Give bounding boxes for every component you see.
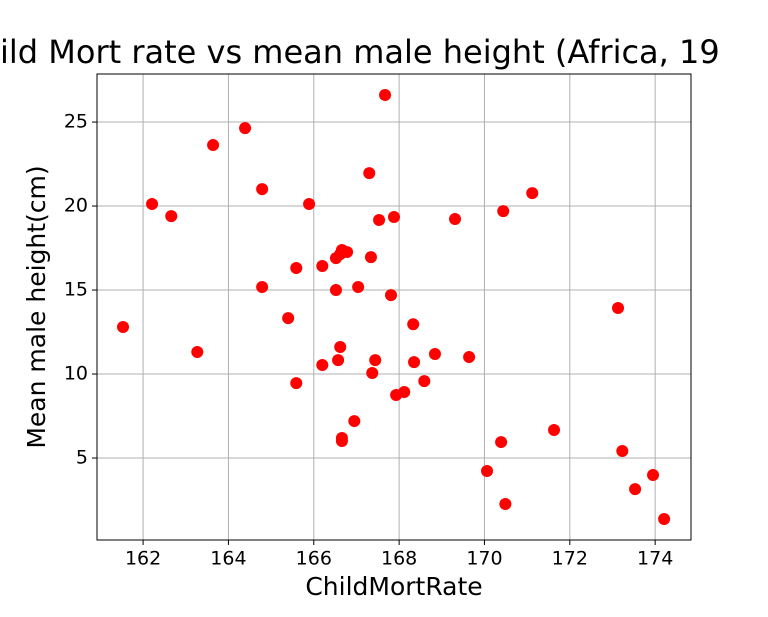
x-tick-label: 162 [125, 548, 161, 570]
scatter-point [335, 435, 348, 448]
scatter-point [497, 205, 510, 218]
x-tick-label: 164 [210, 548, 246, 570]
scatter-point [629, 483, 642, 496]
scatter-point [379, 88, 392, 101]
scatter-point [428, 348, 441, 361]
scatter-point [366, 367, 379, 380]
scatter-point [449, 212, 462, 225]
scatter-point [117, 320, 130, 333]
plot-frame [96, 73, 692, 541]
scatter-point [332, 354, 345, 367]
scatter-point [352, 281, 365, 294]
scatter-point [146, 198, 159, 211]
scatter-point [290, 377, 303, 390]
scatter-point [495, 436, 508, 449]
scatter-point [191, 346, 204, 359]
scatter-point [316, 260, 329, 273]
scatter-point [207, 139, 220, 152]
scatter-point [481, 464, 494, 477]
scatter-point [612, 302, 625, 315]
scatter-point [408, 356, 421, 369]
scatter-point [303, 198, 316, 211]
scatter-point [239, 122, 252, 135]
scatter-point [398, 386, 411, 399]
scatter-point [282, 312, 295, 325]
scatter-point [369, 354, 382, 367]
scatter-point [647, 468, 660, 481]
scatter-point [388, 210, 400, 223]
scatter-point [463, 351, 476, 364]
x-tick-label: 174 [637, 548, 673, 570]
scatter-point [407, 318, 420, 331]
scatter-point [165, 210, 178, 223]
scatter-point [341, 246, 354, 259]
x-tick-label: 168 [381, 548, 417, 570]
x-tick-label: 170 [466, 548, 502, 570]
scatter-point [418, 375, 431, 388]
y-axis-label: Mean male height(cm) [22, 165, 51, 448]
scatter-point [526, 187, 539, 200]
y-tick-label: 10 [64, 363, 88, 385]
scatter-point [348, 415, 361, 428]
scatter-point [334, 340, 347, 353]
scatter-point [256, 183, 269, 196]
scatter-point [658, 513, 671, 526]
scatter-point [385, 289, 398, 302]
scatter-point [290, 262, 303, 275]
scatter-point [499, 498, 512, 511]
scatter-point [316, 358, 329, 371]
y-tick-label: 20 [64, 195, 88, 217]
scatter-point [363, 167, 376, 180]
x-tick-label: 166 [296, 548, 332, 570]
y-tick-label: 15 [64, 279, 88, 301]
scatter-point [364, 251, 377, 264]
scatter-point [616, 444, 629, 457]
x-axis-label: ChildMortRate [305, 572, 482, 601]
y-tick-label: 25 [64, 111, 88, 133]
scatter-point [373, 213, 386, 226]
scatter-point [548, 423, 561, 436]
x-tick-label: 172 [552, 548, 588, 570]
scatter-point [256, 281, 269, 294]
chart-title: ild Mort rate vs mean male height (Afric… [0, 33, 720, 71]
scatter-point [329, 284, 342, 297]
y-tick-label: 5 [76, 447, 88, 469]
